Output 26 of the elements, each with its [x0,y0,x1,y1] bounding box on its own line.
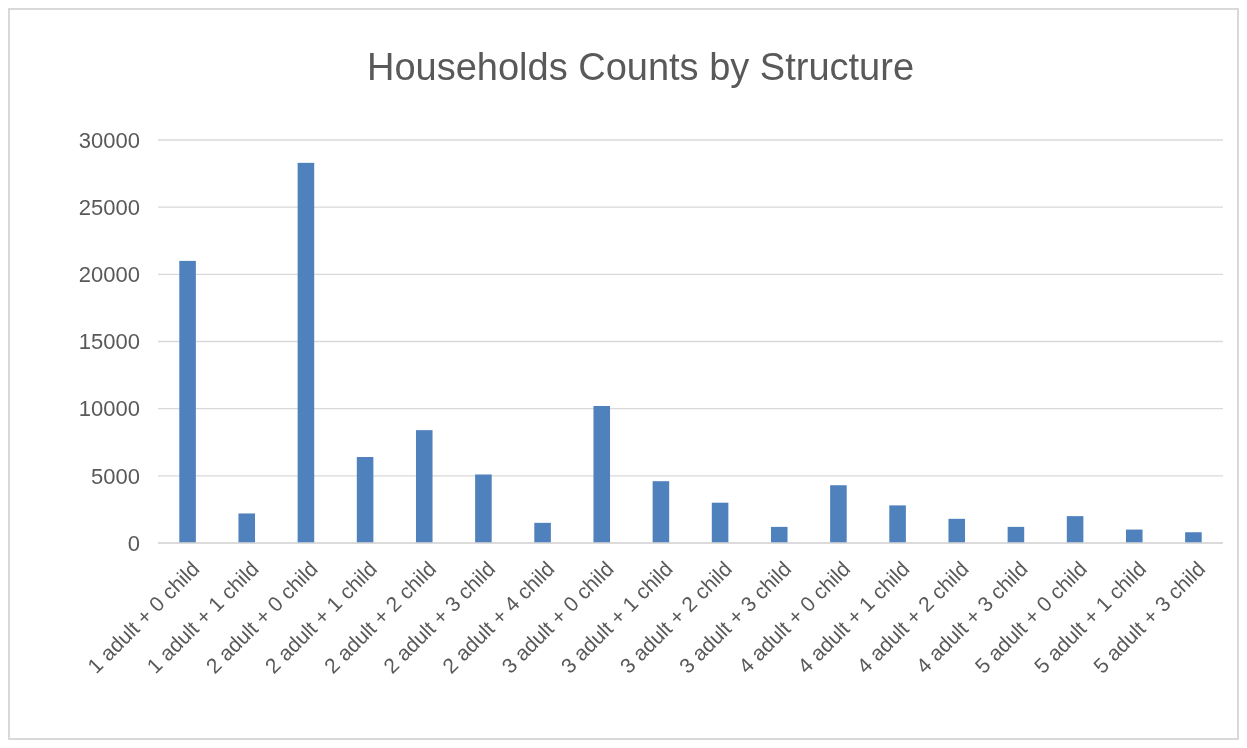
y-tick-label: 20000 [78,262,140,288]
bar [1066,516,1084,543]
bar [889,505,906,543]
y-tick-label: 10000 [78,396,140,422]
y-tick-label: 0 [127,530,140,556]
bar [179,260,196,543]
bar [711,502,729,543]
bar [297,162,315,543]
bar [770,526,788,543]
bar [652,481,670,543]
bar [1007,526,1025,543]
bar [1125,529,1143,543]
bar [475,474,492,543]
chart-title: Households Counts by Structure [366,46,915,88]
y-tick-label: 15000 [78,329,140,355]
bar [415,430,433,543]
y-tick-label: 5000 [91,463,140,489]
bar [238,513,256,543]
bar [593,405,611,543]
y-tick-label: 25000 [78,194,140,220]
bar [830,485,847,543]
bar [534,522,551,543]
y-tick-label: 30000 [78,127,140,153]
bar [1185,532,1202,543]
bar [948,518,966,543]
bar [356,457,374,543]
